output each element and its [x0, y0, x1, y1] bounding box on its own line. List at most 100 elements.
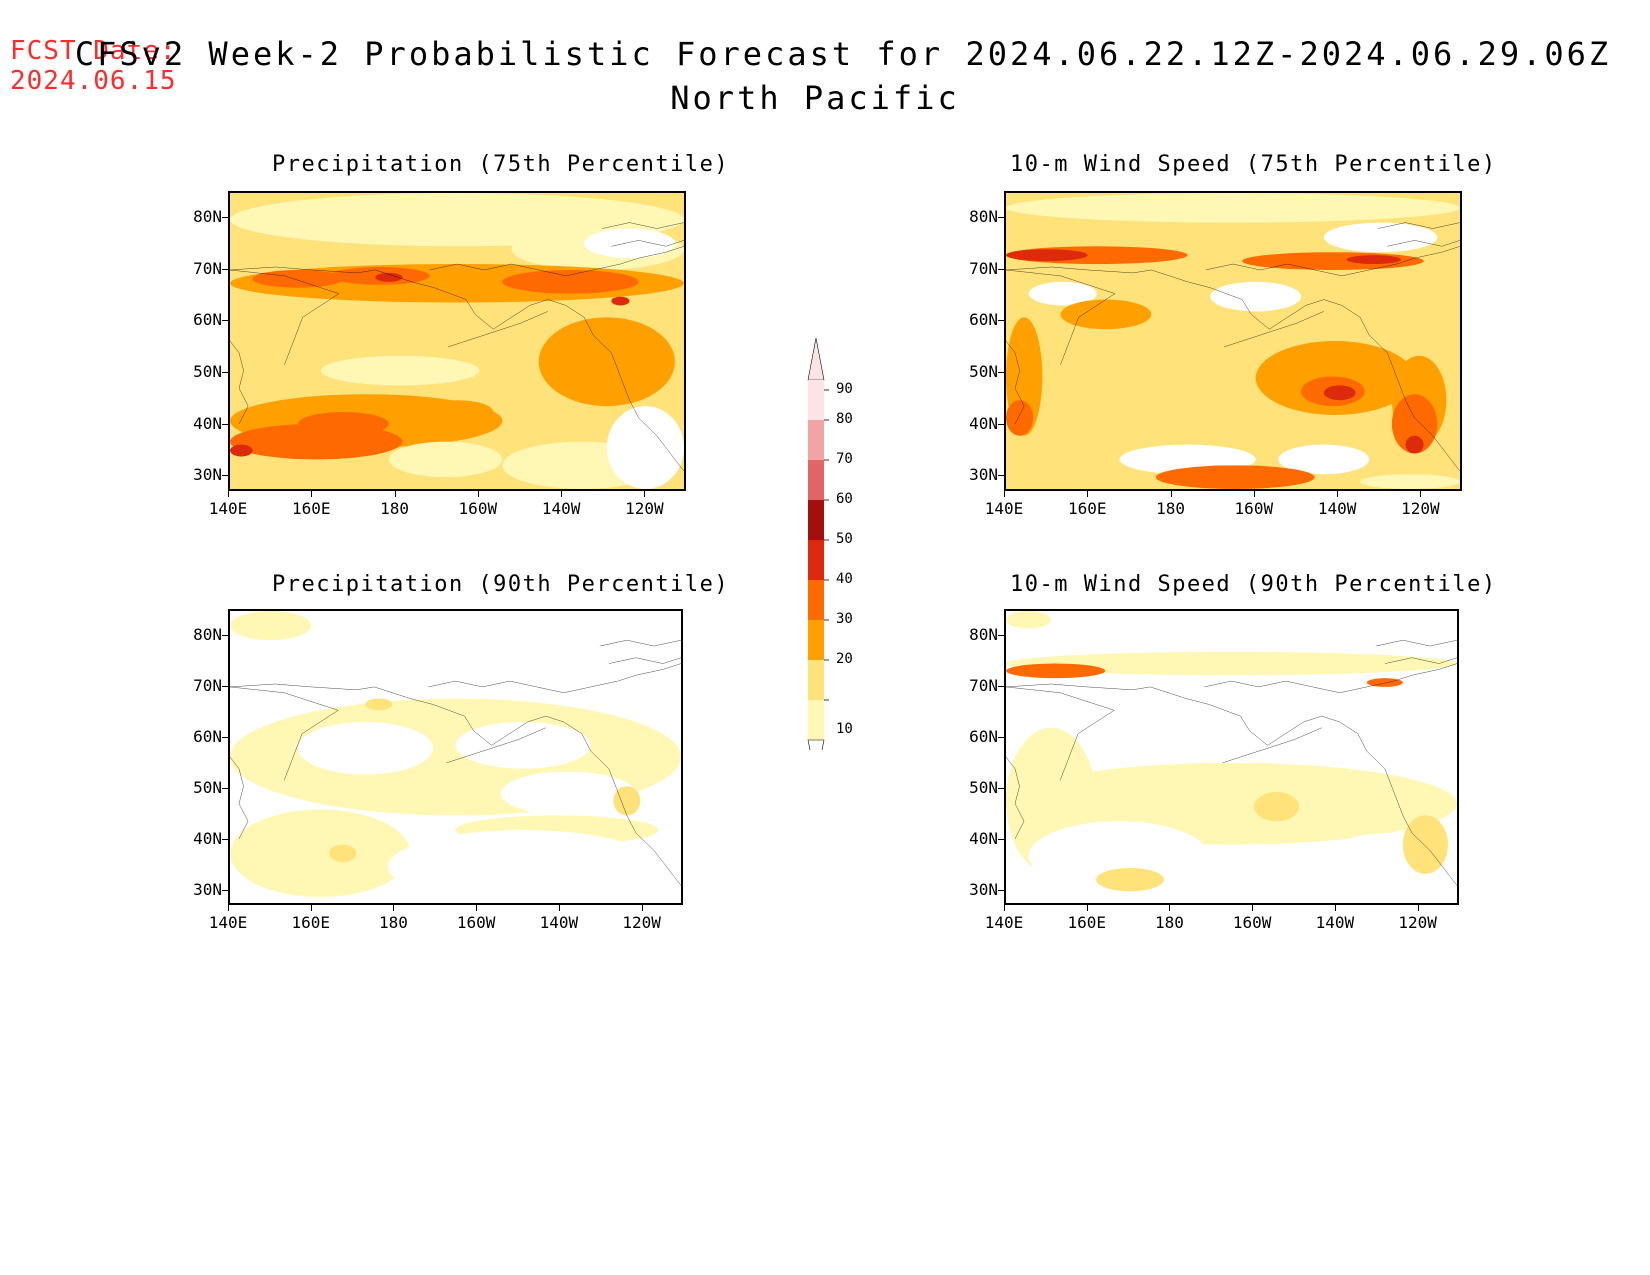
- map-frame: [228, 609, 683, 905]
- lon-tick-label: 140E: [208, 499, 248, 518]
- shaded-region: [611, 296, 630, 306]
- shaded-region: [1323, 385, 1356, 401]
- lon-tick-label: 180: [380, 499, 409, 518]
- coastline: [446, 728, 545, 763]
- lat-tick-label: 30N: [193, 879, 222, 899]
- shaded-region: [1096, 713, 1277, 755]
- coastline: [430, 246, 684, 276]
- shaded-region: [252, 269, 344, 288]
- lat-tick: [998, 787, 1004, 789]
- lon-tick: [1169, 905, 1171, 911]
- map-frame: [1004, 191, 1462, 491]
- shaded-region: [1346, 255, 1401, 265]
- lat-tick-label: 70N: [969, 675, 998, 695]
- lat-tick-label: 60N: [969, 310, 998, 330]
- colorbar-segment: [808, 460, 824, 500]
- lat-tick: [998, 372, 1004, 374]
- lat-tick: [222, 685, 228, 687]
- lon-tick-label: 140W: [539, 913, 579, 932]
- shaded-field: [1006, 193, 1460, 489]
- coastline: [1224, 311, 1324, 347]
- map-frame: [1004, 609, 1459, 905]
- lat-tick-label: 50N: [969, 777, 998, 797]
- shaded-region: [1155, 465, 1315, 489]
- coastline: [428, 664, 681, 693]
- lat-tick-label: 50N: [193, 777, 222, 797]
- shaded-region: [230, 444, 253, 457]
- coastline: [1387, 240, 1460, 246]
- colorbar-segment: [808, 620, 824, 660]
- lon-tick-label: 160E: [291, 913, 330, 932]
- coastline: [1376, 640, 1457, 646]
- lat-tick: [222, 736, 228, 738]
- panel-title: Precipitation (90th Percentile): [272, 572, 730, 597]
- colorbar-label: 20: [836, 651, 853, 667]
- lon-tick-label: 140W: [541, 499, 581, 518]
- lat-tick: [222, 372, 228, 374]
- lat-tick-label: 50N: [193, 362, 222, 382]
- lon-tick: [1337, 491, 1339, 497]
- lat-tick-label: 70N: [193, 675, 222, 695]
- colorbar-segment: [808, 540, 824, 580]
- colorbar-label: 60: [836, 491, 853, 507]
- lon-tick-label: 120W: [625, 499, 664, 518]
- lat-tick: [222, 838, 228, 840]
- coastline: [1206, 246, 1460, 276]
- lon-tick-label: 140E: [208, 913, 248, 932]
- lon-tick-label: 180: [1155, 913, 1184, 932]
- lon-tick: [1087, 491, 1089, 497]
- shaded-region: [1323, 222, 1438, 253]
- lat-tick: [998, 423, 1004, 425]
- lon-tick-label: 120W: [622, 913, 661, 932]
- lat-tick-label: 30N: [193, 465, 222, 485]
- shaded-region: [1141, 611, 1277, 635]
- lat-tick: [222, 423, 228, 425]
- lon-tick: [393, 905, 395, 911]
- coastline: [1006, 341, 1024, 424]
- coastline: [230, 341, 248, 424]
- coastline: [1006, 684, 1457, 885]
- lon-tick-label: 140W: [1317, 499, 1357, 518]
- shaded-region: [320, 355, 480, 386]
- lat-tick: [998, 838, 1004, 840]
- shaded-region: [1006, 651, 1457, 676]
- lon-tick-label: 160W: [458, 499, 498, 518]
- coastline: [609, 658, 681, 664]
- lon-tick: [1417, 905, 1419, 911]
- shaded-region: [1006, 400, 1034, 436]
- lat-tick: [222, 268, 228, 270]
- colorbar-label: 40: [836, 571, 853, 587]
- colorbar-segment: [808, 500, 824, 540]
- lat-tick-label: 30N: [969, 465, 998, 485]
- coastline: [1006, 757, 1024, 839]
- coastline: [611, 240, 684, 246]
- colorbar-segment: [808, 380, 824, 420]
- lat-tick-label: 80N: [193, 624, 222, 644]
- coastline: [230, 687, 338, 780]
- colorbar-segment: [808, 700, 824, 740]
- lon-tick: [1004, 905, 1005, 911]
- shaded-region: [1028, 281, 1097, 306]
- lon-tick: [644, 491, 646, 497]
- lon-tick-label: 160W: [456, 913, 496, 932]
- shaded-region: [388, 441, 503, 478]
- shaded-region: [500, 771, 636, 816]
- shaded-region: [455, 721, 591, 769]
- panel-title: 10-m Wind Speed (75th Percentile): [1010, 152, 1497, 177]
- shaded-field: [230, 193, 684, 489]
- shaded-region: [1366, 678, 1403, 687]
- lon-tick: [228, 905, 229, 911]
- lat-tick-label: 60N: [193, 310, 222, 330]
- shaded-region: [329, 844, 357, 863]
- coastline: [230, 684, 681, 885]
- lat-tick: [998, 320, 1004, 322]
- shaded-region: [387, 830, 659, 903]
- shaded-field: [230, 611, 681, 903]
- lat-tick: [222, 787, 228, 789]
- lon-tick: [1334, 905, 1336, 911]
- colorbar-label: 70: [836, 451, 853, 467]
- shaded-region: [1391, 394, 1438, 454]
- lat-tick-label: 60N: [193, 726, 222, 746]
- shaded-region: [1254, 792, 1300, 822]
- fcst-date-caption: FCST Date:: [10, 36, 177, 66]
